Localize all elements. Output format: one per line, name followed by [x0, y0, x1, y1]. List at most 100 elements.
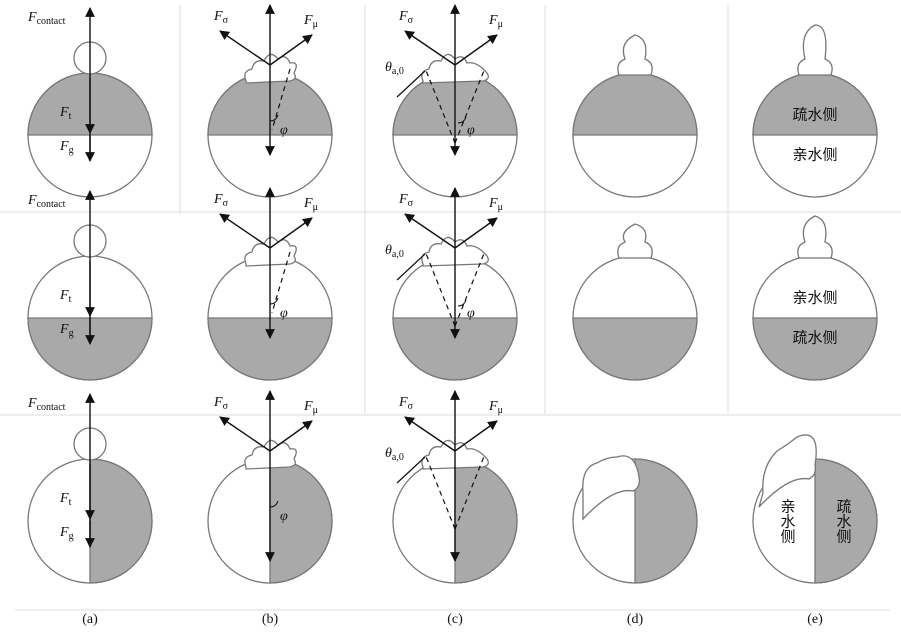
- region-label: 亲水侧: [792, 146, 837, 164]
- subscript: t: [69, 294, 72, 305]
- subscript: a,0: [392, 452, 404, 463]
- symbol: F: [59, 491, 69, 506]
- hydrophobic-half: [269, 458, 333, 584]
- f-mu-label: Fμ: [488, 196, 503, 213]
- symbol: F: [27, 10, 37, 25]
- dashed-line: [454, 453, 486, 530]
- phi-arc: [269, 114, 279, 122]
- symbol: F: [59, 322, 69, 337]
- arrow: [269, 34, 313, 66]
- hydrophobic-half: [207, 317, 333, 381]
- region-label: 亲水侧: [779, 499, 797, 545]
- symbol: φ: [467, 306, 475, 321]
- symbol: F: [27, 193, 37, 208]
- subscript: t: [69, 111, 72, 122]
- caption: (b): [262, 612, 279, 627]
- symbol: F: [59, 525, 69, 540]
- tangent: [396, 70, 426, 98]
- f-g-label: Fg: [59, 525, 74, 542]
- symbol: F: [488, 13, 498, 28]
- phi-arc: [457, 116, 467, 124]
- dashed-line: [424, 67, 456, 144]
- tangent: [396, 456, 426, 484]
- caption: (a): [82, 612, 98, 627]
- hydrophobic-half: [752, 317, 878, 381]
- f-mu-label: Fμ: [488, 399, 503, 416]
- dashed-line: [454, 67, 486, 144]
- symbol: F: [398, 192, 408, 207]
- panel-borders: [0, 5, 901, 611]
- droplet: [582, 455, 641, 521]
- symbol: θ: [385, 243, 392, 258]
- hydrophobic-half: [572, 72, 698, 136]
- symbol: φ: [280, 306, 288, 321]
- subscript: a,0: [392, 249, 404, 260]
- phi-arc: [269, 297, 279, 305]
- f-sigma-label: Fσ: [213, 395, 229, 412]
- symbol: F: [27, 396, 37, 411]
- arrow: [219, 213, 271, 249]
- subscript: contact: [37, 199, 66, 210]
- arrow: [219, 416, 271, 452]
- symbol: F: [398, 395, 408, 410]
- f-t-label: Ft: [59, 105, 72, 122]
- subscript: g: [69, 328, 74, 339]
- arrow: [219, 30, 271, 66]
- f-sigma-label: Fσ: [213, 9, 229, 26]
- phi-label: φ: [280, 123, 288, 138]
- symbol: F: [213, 9, 223, 24]
- symbol: θ: [385, 60, 392, 75]
- f-contact-label: Fcontact: [27, 193, 66, 210]
- theta-label: θa,0: [385, 446, 404, 463]
- subscript: σ: [408, 401, 414, 412]
- subscript: t: [69, 497, 72, 508]
- subscript: σ: [408, 15, 414, 26]
- caption: (c): [447, 612, 463, 627]
- symbol: F: [59, 288, 69, 303]
- hydrophobic-half: [572, 317, 698, 381]
- arrow: [454, 34, 498, 66]
- dashed-line: [271, 251, 291, 314]
- droplet: [797, 24, 833, 76]
- f-mu-label: Fμ: [303, 13, 318, 30]
- f-t-label: Ft: [59, 491, 72, 508]
- tangent: [396, 253, 426, 281]
- symbol: F: [303, 196, 313, 211]
- dashed-line: [271, 68, 291, 131]
- symbol: F: [488, 399, 498, 414]
- f-contact-label: Fcontact: [27, 396, 66, 413]
- droplet: [617, 34, 653, 76]
- f-mu-label: Fμ: [303, 399, 318, 416]
- phi-label: φ: [467, 123, 475, 138]
- arrow: [404, 416, 456, 452]
- arrow: [454, 217, 498, 249]
- f-sigma-label: Fσ: [213, 192, 229, 209]
- arrow: [404, 30, 456, 66]
- subscript: contact: [37, 16, 66, 27]
- dashed-line: [424, 250, 456, 327]
- symbol: φ: [280, 509, 288, 524]
- subscript: σ: [223, 198, 229, 209]
- phi-label: φ: [280, 306, 288, 321]
- hydrophobic-half: [634, 458, 698, 584]
- subscript: a,0: [392, 66, 404, 77]
- symbol: F: [59, 105, 69, 120]
- symbol: φ: [280, 123, 288, 138]
- f-g-label: Fg: [59, 322, 74, 339]
- subscript: μ: [313, 19, 318, 30]
- subscript: contact: [37, 402, 66, 413]
- subscript: g: [69, 531, 74, 542]
- theta-label: θa,0: [385, 60, 404, 77]
- region-label: 疏水侧: [792, 329, 837, 347]
- phi-arc: [457, 299, 467, 307]
- subscript: μ: [498, 405, 503, 416]
- subscript: g: [69, 145, 74, 156]
- phi-label: φ: [467, 306, 475, 321]
- f-contact-label: Fcontact: [27, 10, 66, 27]
- subscript: μ: [313, 405, 318, 416]
- phi-label: φ: [280, 509, 288, 524]
- f-mu-label: Fμ: [303, 196, 318, 213]
- hydrophobic-half: [89, 458, 153, 584]
- hydrophobic-half: [752, 72, 878, 136]
